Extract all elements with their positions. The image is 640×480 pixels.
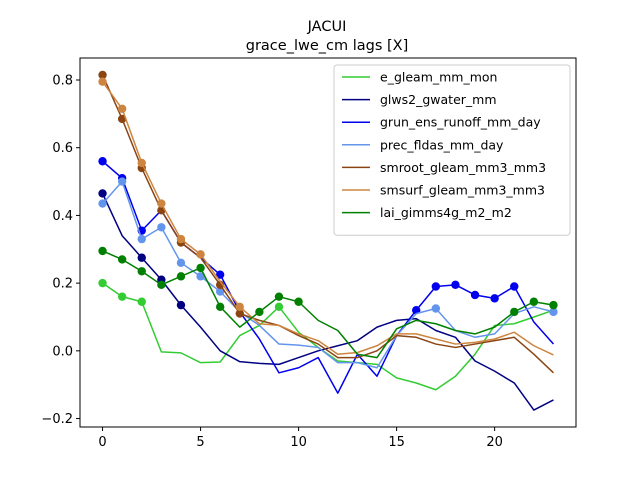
data-point xyxy=(137,234,146,244)
data-point xyxy=(137,267,146,276)
legend: e_gleam_mm_mon glws2_gwater_mm grun_ens_ru… xyxy=(333,64,571,236)
legend-item: smsurf_gleam_mm3_mm3 xyxy=(342,183,545,198)
data-point xyxy=(431,282,441,291)
legend-label: smsurf_gleam_mm3_mm3 xyxy=(380,183,545,198)
y-tick-label: −0.2 xyxy=(41,412,73,427)
data-point xyxy=(157,223,166,232)
data-point xyxy=(235,302,244,312)
series-line-prec_fldas_mm_day xyxy=(101,180,554,369)
data-point xyxy=(510,307,519,317)
legend-box xyxy=(333,64,571,236)
axes-frame xyxy=(79,57,577,428)
x-tick-label: 10 xyxy=(290,435,307,450)
data-point xyxy=(117,292,127,301)
legend-label: glws2_gwater_mm xyxy=(380,92,497,107)
x-tick-label: 0 xyxy=(98,435,106,450)
data-point xyxy=(490,294,499,303)
data-point xyxy=(294,297,303,306)
data-point xyxy=(176,258,186,268)
data-point xyxy=(215,280,225,290)
data-point xyxy=(196,272,205,281)
data-point xyxy=(98,70,107,80)
chart-subtitle: grace_lwe_cm lags [X] xyxy=(246,38,409,54)
data-point xyxy=(215,287,225,296)
legend-item: glws2_gwater_mm xyxy=(342,92,497,107)
data-point xyxy=(235,309,244,318)
data-point xyxy=(98,77,107,86)
data-point xyxy=(137,158,146,168)
data-point xyxy=(431,304,441,313)
data-point xyxy=(137,297,146,306)
data-point xyxy=(470,290,480,300)
legend-item: grun_ens_runoff_mm_day xyxy=(342,115,541,130)
y-tick-label: 0.8 xyxy=(52,74,73,89)
legend-item: prec_fldas_mm_day xyxy=(342,137,504,152)
series-line-smsurf_gleam_mm3_mm3 xyxy=(101,81,554,356)
series-smsurf_gleam_mm3_mm3 xyxy=(98,77,554,356)
data-point xyxy=(215,270,225,279)
data-point xyxy=(98,189,107,198)
data-point xyxy=(117,255,127,264)
data-point xyxy=(98,199,107,208)
series-layer xyxy=(98,70,558,411)
data-point xyxy=(157,199,166,208)
data-point xyxy=(117,114,127,124)
data-point xyxy=(549,307,558,317)
data-point xyxy=(274,292,284,301)
data-point xyxy=(176,234,186,244)
legend-label: grun_ens_runoff_mm_day xyxy=(380,115,541,130)
data-point xyxy=(255,307,264,317)
data-point xyxy=(157,280,166,290)
chart-title: JACUI xyxy=(307,19,347,35)
data-point xyxy=(117,104,127,113)
axis-layer: 0 5 10 15 20 −0.2 0.0 0.2 0.4 0.6 0.8 xyxy=(41,57,577,450)
x-tick-label: 15 xyxy=(388,435,405,450)
data-point xyxy=(98,246,107,256)
legend-label: prec_fldas_mm_day xyxy=(380,137,504,152)
y-tick-label: 0.4 xyxy=(52,209,73,224)
data-point xyxy=(176,300,186,310)
data-point xyxy=(549,300,558,310)
legend-item: e_gleam_mm_mon xyxy=(342,70,497,85)
data-point xyxy=(137,253,146,262)
data-point xyxy=(529,297,539,306)
data-point xyxy=(196,250,205,259)
data-point xyxy=(98,157,107,166)
y-tick-label: 0.6 xyxy=(52,141,73,156)
data-point xyxy=(510,282,519,291)
y-tick-label: 0.2 xyxy=(52,277,73,292)
data-point xyxy=(451,280,460,290)
legend-label: e_gleam_mm_mon xyxy=(380,70,497,85)
y-tick-label: 0.0 xyxy=(52,344,73,359)
data-point xyxy=(196,263,205,273)
x-tick-label: 5 xyxy=(196,435,204,450)
data-point xyxy=(98,278,107,288)
data-point xyxy=(274,302,284,312)
x-tick-label: 20 xyxy=(486,435,503,450)
series-lai_gimms4g_m2_m2 xyxy=(98,246,558,359)
data-point xyxy=(215,302,225,312)
legend-label: lai_gimms4g_m2_m2 xyxy=(380,205,512,220)
legend-label: smroot_gleam_mm3_mm3 xyxy=(380,160,546,175)
series-prec_fldas_mm_day xyxy=(98,177,558,369)
data-point xyxy=(117,177,127,186)
legend-item: smroot_gleam_mm3_mm3 xyxy=(342,160,546,175)
legend-item: lai_gimms4g_m2_m2 xyxy=(342,205,512,220)
data-point xyxy=(176,272,186,281)
